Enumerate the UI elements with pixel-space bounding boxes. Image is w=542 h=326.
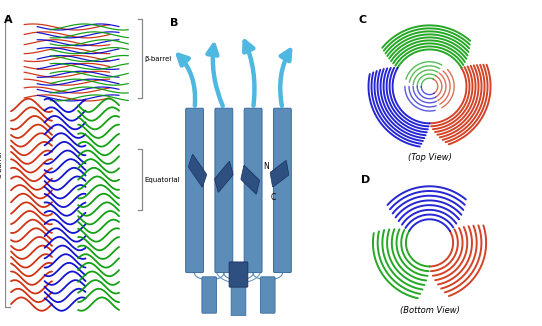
FancyBboxPatch shape [202,277,216,313]
Text: α-barrel: α-barrel [0,151,3,178]
FancyBboxPatch shape [244,108,262,273]
Text: C: C [358,15,366,25]
FancyBboxPatch shape [215,108,233,273]
Text: D: D [362,175,371,185]
FancyBboxPatch shape [229,262,248,287]
Text: β-barrel: β-barrel [144,55,172,62]
FancyBboxPatch shape [274,108,291,273]
FancyBboxPatch shape [189,155,207,187]
FancyBboxPatch shape [186,108,203,273]
Text: B: B [170,18,178,28]
FancyBboxPatch shape [241,165,260,194]
FancyBboxPatch shape [215,161,233,192]
Text: Equatorial: Equatorial [144,177,180,183]
Text: N: N [263,162,269,170]
FancyBboxPatch shape [270,160,289,187]
Text: C: C [270,193,276,202]
Text: (Bottom View): (Bottom View) [399,306,460,316]
FancyBboxPatch shape [231,283,246,316]
Text: (Top View): (Top View) [408,153,451,162]
Text: A: A [4,15,12,24]
FancyBboxPatch shape [260,277,275,313]
